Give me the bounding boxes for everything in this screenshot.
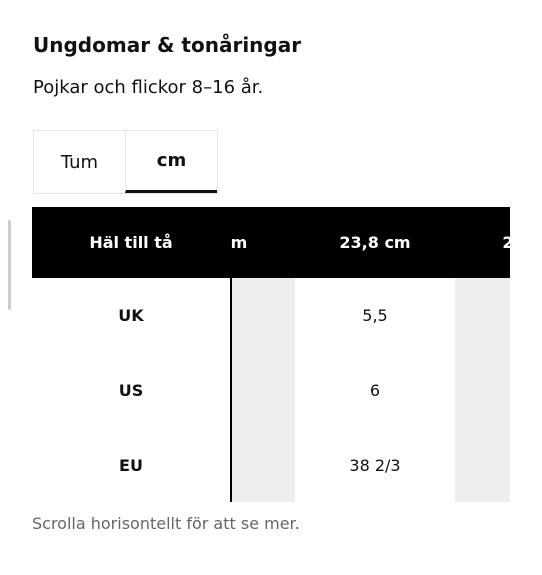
- row-label: EU: [119, 456, 143, 475]
- size-table: Häl till tå m 23,8 cm 2 UK 5,5 US 6 EU 38 2/3: [32, 207, 510, 502]
- unit-tabs: Tum cm: [33, 130, 218, 194]
- row-label: UK: [118, 306, 144, 325]
- scrollbar[interactable]: [8, 220, 11, 310]
- header-cell: m: [230, 233, 248, 252]
- table-header: [32, 207, 510, 278]
- tab-active[interactable]: cm: [125, 131, 217, 193]
- tab[interactable]: Tum: [60, 151, 99, 173]
- column-shade: [455, 278, 510, 502]
- header-cell: Häl till tå: [89, 233, 173, 252]
- size-cell: 5,5: [362, 306, 388, 325]
- scroll-note: Scrolla horisontellt för att se mer.: [32, 514, 300, 533]
- header-cell: 23,8 cm: [339, 233, 411, 252]
- subtitle: Pojkar och flickor 8–16 år.: [33, 77, 264, 98]
- column-divider: [230, 278, 232, 502]
- title: Ungdomar & tonåringar: [33, 33, 302, 57]
- size-cell: 38 2/3: [349, 456, 401, 475]
- header-cell: 2: [502, 233, 510, 252]
- size-cell: 6: [369, 381, 381, 400]
- column-shade: [232, 278, 295, 502]
- row-label: US: [118, 381, 144, 400]
